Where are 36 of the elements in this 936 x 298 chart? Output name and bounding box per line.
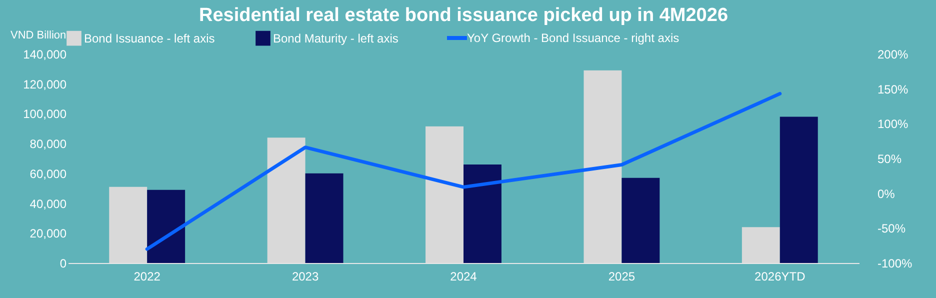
bar bbox=[584, 70, 622, 263]
bar bbox=[305, 173, 344, 263]
line-series bbox=[145, 92, 782, 251]
legend-label: Bond Issuance - left axis bbox=[84, 31, 215, 46]
y-axis-title: VND Billion bbox=[10, 30, 66, 42]
y2-tick-label: -50% bbox=[878, 222, 906, 236]
bar bbox=[267, 138, 306, 263]
y-tick-label: 0 bbox=[60, 256, 67, 270]
y2-tick-label: 100% bbox=[878, 117, 909, 132]
bar bbox=[742, 227, 780, 263]
x-tick-label: 2022 bbox=[134, 270, 161, 284]
y-tick-label: 140,000 bbox=[23, 48, 67, 62]
y-tick-label: 40,000 bbox=[30, 196, 67, 211]
bar bbox=[147, 190, 186, 263]
x-tick-label: 2023 bbox=[292, 270, 319, 284]
legend-label: Bond Maturity - left axis bbox=[273, 31, 398, 46]
y2-tick-label: 150% bbox=[878, 82, 909, 96]
y2-tick-label: 50% bbox=[878, 152, 902, 166]
y-tick-label: 80,000 bbox=[30, 137, 67, 152]
y-tick-label: 60,000 bbox=[30, 166, 67, 181]
x-tick-label: 2024 bbox=[450, 270, 478, 284]
bar bbox=[109, 186, 148, 263]
y2-tick-label: 0% bbox=[878, 186, 896, 201]
y-tick-label: 100,000 bbox=[23, 107, 67, 122]
legend-label: YoY Growth - Bond Issuance - right axis bbox=[467, 31, 680, 45]
y-tick-label: 120,000 bbox=[23, 77, 67, 92]
y-tick-label: 20,000 bbox=[30, 226, 67, 241]
chart-title: Residential real estate bond issuance picked up in 4M2026 bbox=[198, 5, 728, 26]
bar bbox=[426, 126, 464, 263]
y2-tick-label: -100% bbox=[878, 256, 913, 270]
bar bbox=[464, 164, 502, 263]
x-tick-label: 2026YTD bbox=[754, 270, 806, 284]
y2-tick-label: 200% bbox=[878, 48, 909, 62]
bar bbox=[622, 178, 660, 263]
x-tick-label: 2025 bbox=[608, 270, 636, 284]
bar bbox=[780, 116, 818, 263]
